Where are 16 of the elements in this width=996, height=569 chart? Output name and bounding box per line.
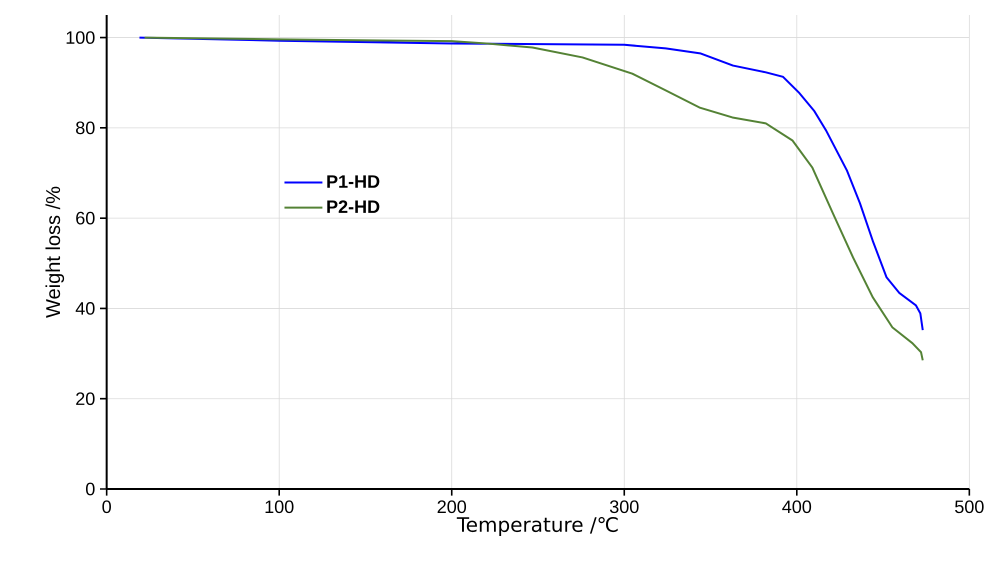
legend-label: P1-HD <box>327 175 380 188</box>
x-tick-label: 400 <box>782 500 812 514</box>
y-axis-title: Weight loss /% <box>45 186 64 318</box>
x-tick-label: 0 <box>102 500 111 514</box>
y-tick-label: 20 <box>76 392 95 406</box>
x-axis-title: Temperature /℃ <box>456 516 618 536</box>
x-tick-label: 300 <box>610 500 639 514</box>
y-tick-label: 100 <box>66 31 95 44</box>
y-tick-label: 0 <box>86 482 95 496</box>
legend-label: P2-HD <box>327 200 380 213</box>
x-tick-label: 100 <box>266 500 294 514</box>
y-tick-label: 40 <box>76 302 95 315</box>
y-tick-label: 80 <box>76 121 95 134</box>
y-tick-label: 60 <box>76 212 95 225</box>
x-tick-label: 200 <box>438 500 466 514</box>
x-tick-label: 500 <box>955 500 984 514</box>
